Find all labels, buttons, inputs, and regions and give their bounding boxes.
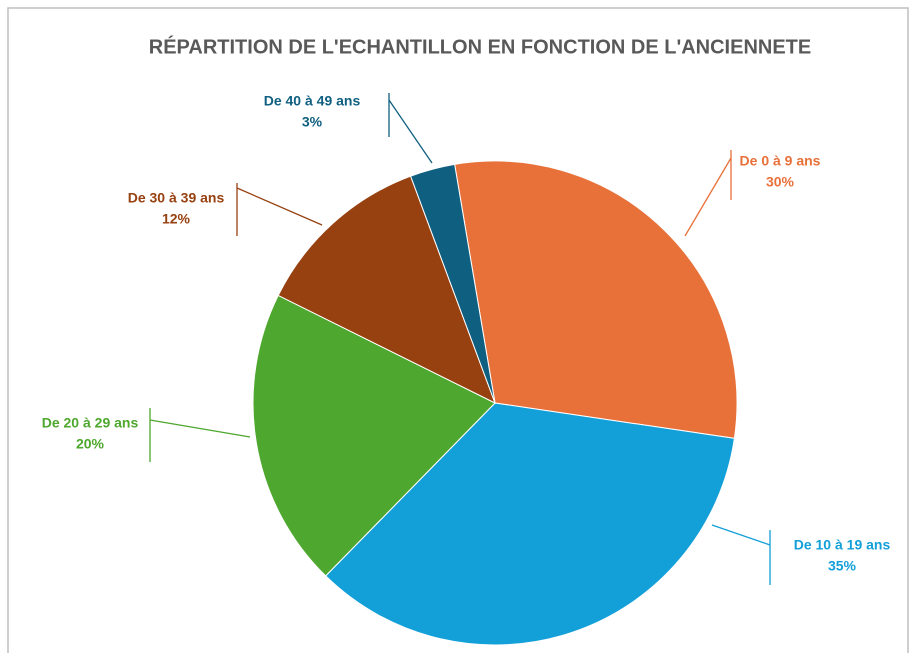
data-label-value: 12% (162, 211, 191, 227)
leader-line (684, 157, 732, 237)
data-label-value: 20% (76, 436, 105, 452)
pie-slice (324, 402, 735, 646)
data-label-value: 30% (766, 174, 795, 190)
pie-slice (454, 160, 738, 439)
data-label-name: De 40 à 49 ans (264, 93, 361, 109)
data-label-name: De 30 à 39 ans (128, 190, 225, 206)
data-label-value: 35% (828, 558, 857, 574)
leader-line (388, 99, 433, 164)
data-label-value: 3% (302, 114, 323, 130)
data-label-name: De 20 à 29 ans (42, 415, 139, 431)
leader-line (711, 524, 771, 546)
pie-slice (252, 294, 496, 577)
pie-slice (410, 163, 496, 404)
leader-line (236, 187, 323, 226)
leader-line (149, 419, 251, 438)
pie-slice (277, 175, 496, 405)
chart-title: RÉPARTITION DE L'ECHANTILLON EN FONCTION… (149, 35, 811, 58)
data-label-name: De 0 à 9 ans (740, 153, 821, 169)
data-label-name: De 10 à 19 ans (794, 537, 891, 553)
